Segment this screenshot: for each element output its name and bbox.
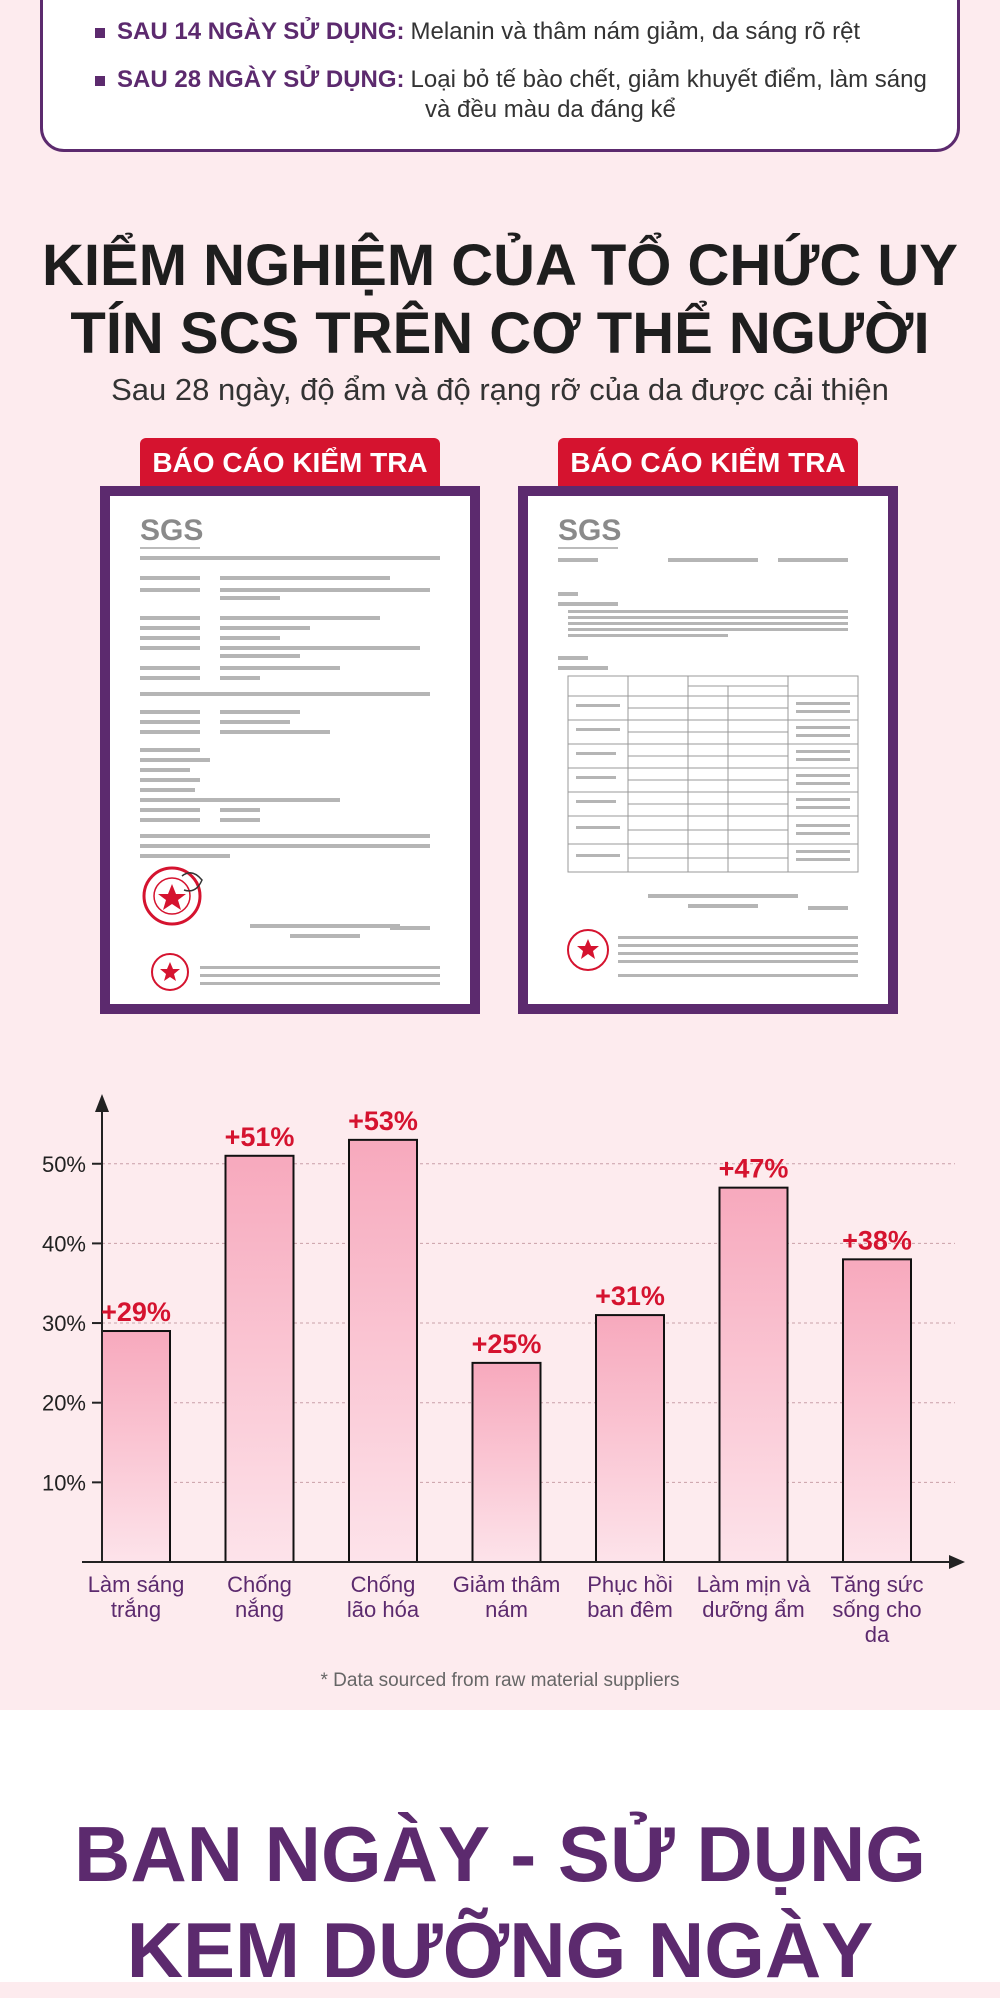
category-label-line: trắng	[111, 1597, 161, 1622]
chart-bars	[101, 1138, 912, 1564]
bar	[471, 1361, 542, 1563]
title-line-1: KIỂM NGHIỆM CỦA TỔ CHỨC UY	[42, 233, 958, 298]
bar-value-label: +31%	[595, 1281, 665, 1311]
chart-labels: 10% 20% 30% 40% 50% +29% Làm sáng trắng +51% Chốn…	[42, 1106, 924, 1647]
test-report-2: BÁO CÁO KIỂM TRA SGS	[518, 438, 898, 1014]
category-label-line: Chống	[351, 1572, 416, 1597]
category-label-line: lão hóa	[347, 1597, 420, 1622]
category-label-line: ban đêm	[587, 1597, 673, 1622]
category-label-line: sống cho	[832, 1597, 921, 1622]
result-row-14-days: SAU 14 NGÀY SỬ DỤNG: Melanin và thâm nám …	[95, 17, 860, 47]
y-tick-label: 50%	[42, 1152, 86, 1177]
y-axis-arrow-icon	[95, 1094, 109, 1112]
result-text: Loại bỏ tế bào chết, giảm khuyết điểm, l…	[410, 66, 927, 93]
test-report-1: BÁO CÁO KIỂM TRA SGS	[100, 438, 480, 1014]
sgs-logo: SGS	[140, 514, 203, 547]
report-document: SGS	[528, 496, 888, 1004]
section-subtitle: Sau 28 ngày, độ ẩm và độ rạng rỡ của da …	[111, 372, 889, 407]
chart-axes	[82, 1094, 965, 1569]
bar	[595, 1314, 665, 1563]
report-tag: BÁO CÁO KIỂM TRA	[558, 438, 858, 488]
x-axis-arrow-icon	[949, 1555, 965, 1569]
bar	[224, 1154, 295, 1564]
result-label: SAU 14 NGÀY SỬ DỤNG:	[117, 18, 405, 45]
bar	[101, 1330, 171, 1563]
bar	[718, 1186, 789, 1564]
bar-value-label: +47%	[719, 1154, 789, 1184]
category-label: Phục hồi ban đêm	[587, 1572, 673, 1622]
result-text: Melanin và thâm nám giảm, da sáng rõ rệt	[410, 18, 861, 45]
y-tick-label: 40%	[42, 1231, 86, 1256]
bar-value-label: +38%	[842, 1225, 912, 1255]
category-label: Tăng sức sống cho da	[831, 1572, 924, 1647]
category-label-line: nám	[485, 1597, 528, 1622]
category-label-line: Chống	[227, 1572, 292, 1597]
bar	[842, 1258, 912, 1563]
day-use-section: BAN NGÀY - SỬ DỤNG KEM DƯỠNG NGÀY	[0, 1710, 1000, 1994]
report-document-image: SGS	[140, 514, 440, 991]
results-box: SAU 14 NGÀY SỬ DỤNG: Melanin và thâm nám …	[40, 0, 960, 152]
data-source-footnote: * Data sourced from raw material supplie…	[320, 1670, 680, 1691]
y-tick-label: 30%	[42, 1311, 86, 1336]
sgs-logo: SGS	[558, 514, 621, 547]
category-label-line: nắng	[235, 1597, 284, 1622]
result-row-28-days: SAU 28 NGÀY SỬ DỤNG: Loại bỏ tế bào chết,…	[95, 65, 927, 125]
bar-chart: 10% 20% 30% 40% 50% +29% Làm sáng trắng +51% Chốn…	[0, 1090, 1000, 1680]
bar-value-label: +25%	[472, 1329, 542, 1359]
category-label-line: dưỡng ẩm	[702, 1597, 805, 1622]
report-document: SGS	[110, 496, 470, 1004]
category-label: Chống nắng	[227, 1572, 292, 1622]
report-document-image: SGS	[558, 514, 859, 977]
bar-value-label: +29%	[101, 1297, 171, 1327]
bar	[348, 1138, 418, 1563]
category-label-line: Giảm thâm	[453, 1572, 561, 1597]
bar-value-label: +51%	[225, 1122, 295, 1152]
day-use-title: BAN NGÀY - SỬ DỤNG KEM DƯỠNG NGÀY	[0, 1806, 1000, 1998]
report-tag: BÁO CÁO KIỂM TRA	[140, 438, 440, 488]
category-label-line: da	[865, 1622, 890, 1647]
report-frame: SGS	[518, 486, 898, 1014]
category-label: Làm sáng trắng	[88, 1572, 185, 1622]
result-label: SAU 28 NGÀY SỬ DỤNG:	[117, 66, 405, 93]
y-tick-label: 10%	[42, 1470, 86, 1495]
category-label: Giảm thâm nám	[453, 1572, 561, 1622]
category-label-line: Làm sáng	[88, 1572, 185, 1597]
category-label-line: Làm mịn và	[697, 1572, 811, 1597]
section-title: KIỂM NGHIỆM CỦA TỔ CHỨC UY TÍN SCS TRÊN …	[0, 232, 1000, 368]
category-label: Chống lão hóa	[347, 1572, 420, 1622]
result-text-continued: và đều màu da đáng kể	[425, 96, 676, 123]
category-label: Làm mịn và dưỡng ẩm	[697, 1572, 811, 1622]
bar-chart-svg: 10% 20% 30% 40% 50% +29% Làm sáng trắng +51% Chốn…	[42, 1094, 965, 1647]
category-label-line: Tăng sức	[831, 1572, 924, 1597]
title-line-2: TÍN SCS TRÊN CƠ THỂ NGƯỜI	[70, 301, 930, 366]
bar-value-label: +53%	[348, 1106, 418, 1136]
day-use-title-line-1: BAN NGÀY - SỬ DỤNG	[74, 1810, 926, 1898]
category-label-line: Phục hồi	[587, 1572, 673, 1597]
report-frame: SGS	[100, 486, 480, 1014]
square-bullet-icon	[95, 27, 105, 38]
day-use-title-line-2: KEM DƯỠNG NGÀY	[126, 1906, 874, 1994]
square-bullet-icon	[95, 75, 105, 86]
y-tick-label: 20%	[42, 1391, 86, 1416]
